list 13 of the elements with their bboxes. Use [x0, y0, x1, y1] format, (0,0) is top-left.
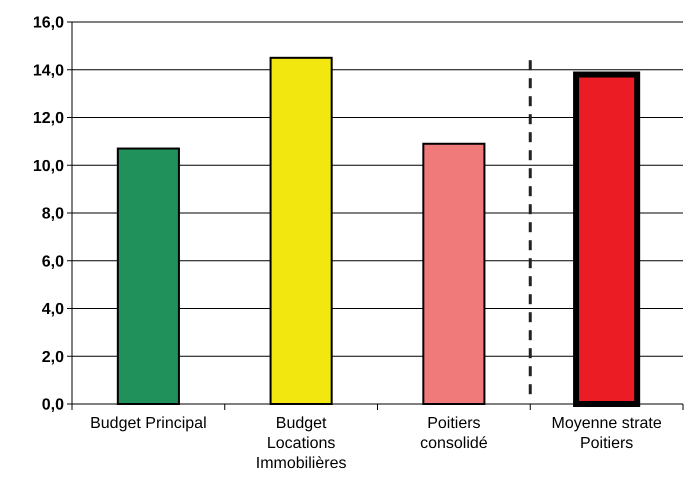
- y-tick-label: 10,0: [32, 158, 64, 175]
- y-tick-label: 0,0: [42, 396, 64, 414]
- y-tick-label: 6,0: [42, 253, 64, 270]
- y-tick-label: 2,0: [42, 348, 64, 366]
- y-tick-label: 12,0: [32, 110, 64, 128]
- x-tick-label: Budget Principal: [90, 415, 207, 432]
- x-tick-label: Poitiers consolidé: [420, 415, 488, 452]
- y-tick-label: 4,0: [42, 301, 64, 318]
- y-tick-label: 8,0: [42, 206, 64, 223]
- y-tick-label: 14,0: [32, 62, 64, 80]
- x-tick-label: Budget Locations Immobilières: [256, 415, 346, 472]
- y-tick-label: 16,0: [32, 14, 64, 32]
- x-tick-label: Moyenne strate Poitiers: [551, 415, 662, 452]
